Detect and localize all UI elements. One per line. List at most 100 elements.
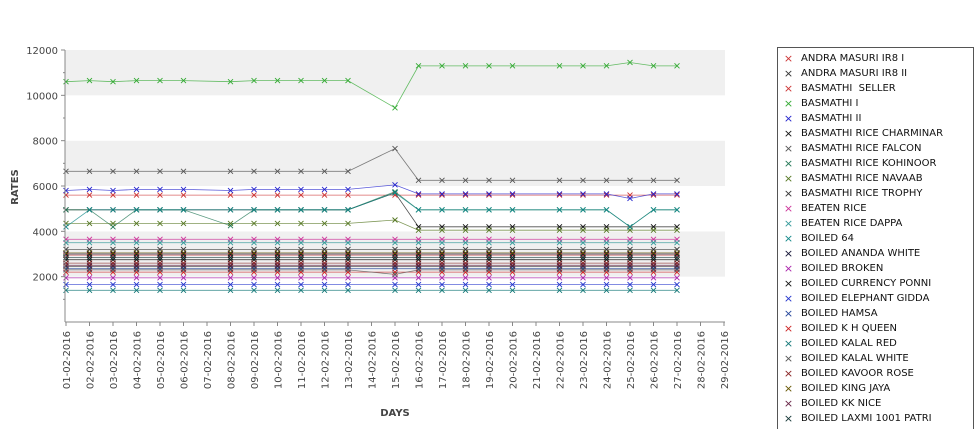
data-point-marker — [603, 269, 610, 275]
data-point-marker — [486, 267, 492, 273]
data-point-marker — [274, 206, 281, 213]
x-tick-label: 18-02-2016 — [462, 331, 473, 389]
series-markers — [63, 59, 680, 294]
data-point-marker — [251, 262, 257, 269]
data-point-marker — [321, 287, 328, 294]
plot-band — [65, 140, 725, 186]
data-point-marker — [674, 227, 680, 234]
data-point-marker — [227, 220, 234, 227]
data-point-marker — [321, 206, 328, 213]
data-point-marker — [556, 177, 563, 184]
data-point-marker — [580, 274, 586, 281]
x-tick-label: 06-02-2016 — [180, 331, 191, 389]
data-point-marker — [63, 269, 69, 275]
data-point-marker — [439, 63, 445, 69]
data-point-marker — [345, 250, 351, 256]
x-tick-label: 13-02-2016 — [344, 331, 355, 389]
data-point-marker — [486, 262, 492, 269]
data-point-marker — [580, 206, 586, 213]
data-point-marker — [486, 191, 492, 197]
legend-item: × BOILED ELEPHANT GIDDA — [778, 292, 973, 307]
data-point-marker — [603, 260, 610, 266]
data-point-marker — [439, 252, 445, 258]
data-point-marker — [63, 206, 69, 213]
legend-marker-icon: × — [783, 202, 794, 215]
data-point-marker — [462, 227, 469, 234]
x-tick-label: 01-02-2016 — [62, 331, 73, 389]
legend-marker-icon: × — [783, 142, 794, 155]
legend-label: BEATEN RICE DAPPA — [801, 218, 903, 229]
data-point-marker — [133, 287, 140, 294]
x-tick-label: 10-02-2016 — [274, 331, 285, 389]
data-point-marker — [556, 281, 563, 288]
x-tick-label: 08-02-2016 — [227, 331, 238, 389]
data-point-marker — [674, 252, 680, 258]
data-point-marker — [251, 250, 257, 256]
data-point-marker — [674, 192, 680, 198]
data-point-marker — [603, 239, 610, 246]
data-point-marker — [509, 192, 516, 198]
data-point-marker — [392, 250, 398, 256]
data-point-marker — [110, 252, 116, 258]
data-point-marker — [415, 274, 422, 281]
series-line — [65, 192, 677, 228]
data-point-marker — [650, 177, 657, 184]
data-point-marker — [298, 206, 304, 213]
data-point-marker — [486, 227, 492, 234]
data-point-marker — [180, 206, 187, 213]
data-point-marker — [462, 192, 469, 198]
data-point-marker — [86, 192, 93, 198]
data-point-marker — [392, 252, 398, 258]
data-point-marker — [627, 252, 633, 258]
data-point-marker — [86, 252, 93, 258]
series-line — [66, 219, 677, 231]
data-point-marker — [133, 269, 140, 275]
data-point-marker — [251, 260, 257, 266]
legend-label: BOILED LAXMI 1001 PATRI — [801, 413, 932, 424]
data-point-marker — [180, 269, 187, 275]
data-point-marker — [298, 77, 304, 84]
data-point-marker — [86, 260, 93, 266]
data-point-marker — [180, 192, 187, 198]
data-point-marker — [556, 191, 563, 197]
data-point-marker — [180, 168, 187, 175]
legend-label: BOILED ELEPHANT GIDDA — [801, 293, 930, 304]
data-point-marker — [556, 287, 563, 294]
data-point-marker — [556, 262, 563, 269]
data-point-marker — [298, 186, 304, 193]
data-point-marker — [298, 274, 304, 281]
data-point-marker — [556, 227, 563, 234]
data-point-marker — [298, 192, 304, 198]
data-point-marker — [415, 177, 422, 184]
data-point-marker — [157, 267, 163, 273]
data-point-marker — [650, 239, 657, 246]
data-point-marker — [345, 260, 351, 266]
data-point-marker — [603, 274, 610, 281]
data-point-marker — [627, 262, 633, 269]
data-point-marker — [674, 262, 680, 269]
data-point-marker — [627, 239, 633, 246]
data-point-marker — [227, 287, 234, 294]
data-point-marker — [392, 145, 398, 152]
data-point-marker — [110, 269, 116, 275]
plot-band — [65, 95, 725, 141]
data-point-marker — [86, 77, 93, 84]
data-point-marker — [415, 191, 422, 197]
legend-label: BASMATHI RICE FALCON — [801, 143, 922, 154]
data-point-marker — [627, 177, 633, 184]
data-point-marker — [439, 177, 445, 184]
legend-marker-icon: × — [783, 292, 794, 305]
data-point-marker — [227, 267, 234, 273]
data-point-marker — [251, 254, 257, 261]
data-point-marker — [274, 260, 281, 266]
data-point-marker — [603, 191, 610, 197]
data-point-marker — [509, 269, 516, 275]
legend-label: BASMATHI II — [801, 113, 862, 124]
data-point-marker — [251, 267, 257, 273]
data-point-marker — [415, 287, 422, 294]
data-point-marker — [415, 227, 422, 234]
legend-marker-icon: × — [783, 127, 794, 140]
data-point-marker — [439, 274, 445, 281]
x-tick-label: 23-02-2016 — [579, 331, 590, 389]
